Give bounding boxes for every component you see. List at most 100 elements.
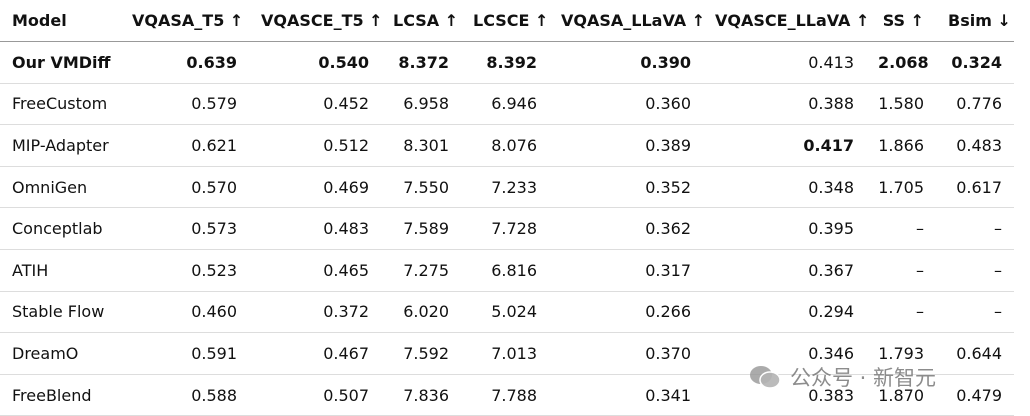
metric-cell: 0.360 [549,83,703,126]
table-row: Our VMDiff 0.639 0.540 8.372 8.392 0.390 0.413… [0,41,1014,84]
metric-cell: 0.467 [249,332,381,375]
metric-cell: 0.370 [549,332,703,375]
metric-cell: 0.390 [549,41,703,84]
metric-cell: 0.362 [549,207,703,250]
table-row: OmniGen 0.570 0.469 7.550 7.233 0.352 0.348 1.7… [0,166,1014,209]
metric-cell: 0.317 [549,249,703,292]
metric-cell: 0.452 [249,83,381,126]
metric-cell: 7.836 [381,374,461,416]
metric-cell: 0.388 [703,83,866,126]
model-name: DreamO [0,332,120,375]
metric-cell: 0.776 [936,83,1014,126]
metric-cell: 0.413 [703,41,866,84]
metric-cell: 0.617 [936,166,1014,209]
metric-cell: 7.788 [461,374,549,416]
metric-cell: 0.639 [120,41,249,84]
metric-cell: 0.483 [936,124,1014,167]
metric-cell: 8.301 [381,124,461,167]
table-row: Stable Flow 0.460 0.372 6.020 5.024 0.266 0.29… [0,291,1014,334]
watermark: 公众号 · 新智元 [748,362,936,392]
metric-cell: 0.324 [936,41,1014,84]
table-row: MIP-Adapter 0.621 0.512 8.301 8.076 0.389 0.41… [0,124,1014,167]
metric-cell: 0.465 [249,249,381,292]
metric-cell: 7.728 [461,207,549,250]
metric-cell: 0.540 [249,41,381,84]
column-header: VQASA_LLaVA ↑ [549,0,705,42]
metric-cell: 0.417 [703,124,866,167]
metric-cell: 0.395 [703,207,866,250]
column-header: Model [0,0,120,42]
table-body: Our VMDiff 0.639 0.540 8.372 8.392 0.390 0.413… [0,41,1014,416]
model-name: Our VMDiff [0,41,120,84]
column-header: VQASA_T5 ↑ [120,0,249,42]
metric-cell: 0.523 [120,249,249,292]
metric-cell: – [866,249,936,292]
table-row: Conceptlab 0.573 0.483 7.589 7.728 0.362 0.395… [0,207,1014,250]
model-name: Stable Flow [0,291,120,334]
table-row: FreeBlend 0.588 0.507 7.836 7.788 0.341 0.383 1… [0,374,1014,416]
metric-cell: 0.570 [120,166,249,209]
table-row: FreeCustom 0.579 0.452 6.958 6.946 0.360 0.388… [0,83,1014,126]
column-header: LCSA ↑ [381,0,461,42]
metric-cell: 0.507 [249,374,381,416]
table-row: DreamO 0.591 0.467 7.592 7.013 0.370 0.346 1.79… [0,332,1014,375]
metric-cell: 0.479 [936,374,1014,416]
metric-cell: 0.460 [120,291,249,334]
metric-cell: 0.588 [120,374,249,416]
metric-cell: 0.372 [249,291,381,334]
metric-cell: – [936,249,1014,292]
metric-cell: 5.024 [461,291,549,334]
metric-cell: 7.275 [381,249,461,292]
metric-cell: – [936,207,1014,250]
metric-cell: 1.866 [866,124,936,167]
metric-cell: 7.013 [461,332,549,375]
model-name: MIP-Adapter [0,124,120,167]
metric-cell: 0.573 [120,207,249,250]
metric-cell: 0.512 [249,124,381,167]
model-name: ATIH [0,249,120,292]
column-header: VQASCE_LLaVA ↑ [703,0,869,42]
metric-cell: 7.589 [381,207,461,250]
table-row: ATIH 0.523 0.465 7.275 6.816 0.317 0.367– – [0,249,1014,292]
metric-cell: 0.644 [936,332,1014,375]
metric-cell: 0.383 [703,374,866,416]
metric-cell: – [866,291,936,334]
metric-cell: 0.483 [249,207,381,250]
metric-cell: 0.389 [549,124,703,167]
metric-cell: 7.550 [381,166,461,209]
model-name: OmniGen [0,166,120,209]
metric-cell: 0.341 [549,374,703,416]
metric-cell: – [866,207,936,250]
metric-cell: 8.372 [381,41,461,84]
metric-cell: 8.392 [461,41,549,84]
metric-cell: 0.266 [549,291,703,334]
metric-cell: – [936,291,1014,334]
metric-cell: 1.870 [866,374,936,416]
column-header: Bsim ↓ [936,0,1014,42]
metric-cell: 1.580 [866,83,936,126]
metric-cell: 0.367 [703,249,866,292]
model-name: FreeBlend [0,374,120,416]
metric-cell: 6.816 [461,249,549,292]
model-name: Conceptlab [0,207,120,250]
metric-cell: 0.621 [120,124,249,167]
metric-cell: 0.348 [703,166,866,209]
metric-cell: 6.020 [381,291,461,334]
metric-cell: 0.591 [120,332,249,375]
model-name: FreeCustom [0,83,120,126]
wechat-icon [750,366,781,389]
column-header: LCSCE ↑ [461,0,549,42]
metric-cell: 1.793 [866,332,936,375]
metric-cell: 8.076 [461,124,549,167]
metric-cell: 1.705 [866,166,936,209]
metric-cell: 0.294 [703,291,866,334]
metric-cell: 0.469 [249,166,381,209]
metric-cell: 0.346 [703,332,866,375]
column-header: VQASCE_T5 ↑ [249,0,383,42]
watermark-text: 公众号 · 新智元 [790,366,937,390]
column-header: SS ↑ [866,0,936,42]
header-row: Model VQASA_T5 ↑ VQASCE_T5 ↑ LCSA ↑ LCSCE ↑ V… [0,0,1014,42]
metric-cell: 6.958 [381,83,461,126]
